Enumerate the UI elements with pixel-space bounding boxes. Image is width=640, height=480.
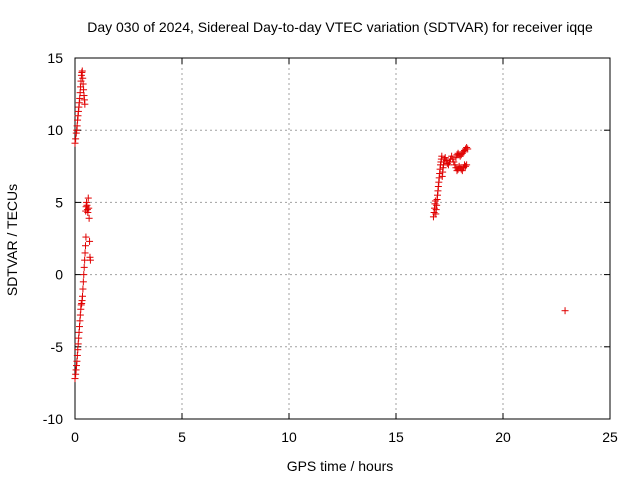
data-points xyxy=(71,67,569,383)
data-point xyxy=(458,167,466,175)
data-point xyxy=(452,154,460,162)
y-tick-label: -10 xyxy=(43,411,63,427)
data-point xyxy=(82,233,90,241)
data-point xyxy=(79,285,87,293)
grid xyxy=(75,58,610,419)
data-point xyxy=(81,242,89,250)
data-point xyxy=(81,249,89,257)
data-point xyxy=(561,307,569,315)
data-point xyxy=(85,204,93,212)
data-point xyxy=(431,197,439,205)
data-point xyxy=(81,256,89,264)
data-point xyxy=(450,158,458,166)
y-tick-label: 15 xyxy=(47,50,63,66)
data-point xyxy=(80,263,88,271)
data-point xyxy=(72,135,80,143)
data-point xyxy=(80,271,88,279)
data-point xyxy=(85,214,93,222)
x-tick-label: 15 xyxy=(388,429,404,445)
data-point xyxy=(86,237,94,245)
data-point xyxy=(451,161,459,169)
data-point xyxy=(444,161,452,169)
data-point xyxy=(84,194,92,202)
data-point xyxy=(449,155,457,163)
data-point xyxy=(84,209,92,217)
axis-ticks: 0 5 10 15 20 25 -10 -5 0 5 10 15 xyxy=(43,50,618,445)
data-point xyxy=(71,375,79,383)
data-point xyxy=(78,292,86,300)
data-point xyxy=(448,152,456,160)
x-axis-label: GPS time / hours xyxy=(287,458,394,474)
data-point xyxy=(464,145,472,153)
data-point xyxy=(79,278,87,286)
data-point xyxy=(463,144,471,152)
x-tick-label: 5 xyxy=(178,429,186,445)
plot-frame xyxy=(74,57,611,420)
x-tick-label: 20 xyxy=(495,429,511,445)
data-point xyxy=(78,67,86,75)
y-tick-label: 5 xyxy=(55,194,63,210)
data-point xyxy=(442,157,450,165)
chart-title: Day 030 of 2024, Sidereal Day-to-day VTE… xyxy=(87,19,593,35)
y-axis-label: SDTVAR / TECUs xyxy=(4,184,20,296)
y-tick-label: -5 xyxy=(51,339,64,355)
data-point xyxy=(71,139,79,147)
data-point xyxy=(441,154,449,162)
data-point xyxy=(462,162,470,170)
data-point xyxy=(463,161,471,169)
y-tick-label: 10 xyxy=(47,122,63,138)
x-tick-label: 25 xyxy=(602,429,618,445)
x-tick-label: 0 xyxy=(71,429,79,445)
y-tick-label: 0 xyxy=(55,267,63,283)
data-point xyxy=(81,100,89,108)
x-tick-label: 10 xyxy=(281,429,297,445)
